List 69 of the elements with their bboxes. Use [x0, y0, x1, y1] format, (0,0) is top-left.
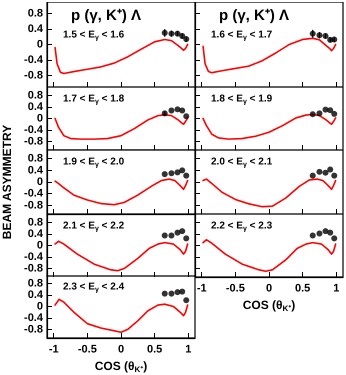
- point: [168, 290, 174, 297]
- line-series: [54, 240, 188, 272]
- point: [183, 297, 190, 304]
- y-tick-label: -0.4: [24, 188, 44, 200]
- point: [310, 232, 316, 238]
- y-tick-label: -0.4: [24, 312, 44, 324]
- point: [168, 30, 174, 37]
- y-tick-label: -0.4: [24, 54, 44, 66]
- point: [331, 235, 338, 242]
- x-tick-label: 0.5: [146, 344, 162, 356]
- point: [162, 110, 168, 116]
- point: [327, 230, 334, 236]
- y-tick-label: 0.8: [28, 90, 43, 102]
- point: [174, 230, 181, 236]
- point: [162, 30, 168, 36]
- y-tick-label: -0.8: [24, 323, 43, 336]
- point: [168, 107, 174, 114]
- line-series: [54, 178, 188, 206]
- x-tick-label: -1: [196, 282, 207, 294]
- x-tick-label: 0: [118, 344, 124, 356]
- y-tick-label: 0.4: [28, 101, 44, 114]
- y-tick-label: 0.4: [28, 228, 44, 240]
- y-tick-label: 0: [36, 300, 43, 312]
- y-tick-label: 0.4: [28, 23, 44, 36]
- chart-title: p (γ, K⁺) Λ: [219, 7, 290, 24]
- point: [327, 166, 334, 172]
- point: [183, 235, 190, 242]
- point: [179, 33, 186, 39]
- y-tick-label: 0.8: [28, 152, 43, 165]
- point: [183, 36, 190, 42]
- point: [179, 228, 186, 234]
- point: [331, 172, 338, 179]
- point: [310, 172, 316, 179]
- point: [322, 228, 329, 234]
- line-series: [54, 298, 188, 334]
- y-tick-label: -0.8: [24, 135, 43, 148]
- x-tick-label: 1: [333, 282, 340, 294]
- x-tick-label: -0.5: [226, 282, 245, 294]
- y-tick-label: 0.8: [28, 8, 43, 20]
- x-tick-label: 0.5: [294, 282, 310, 294]
- y-tick-label: 0.8: [28, 216, 43, 229]
- y-tick-label: 0: [36, 38, 43, 50]
- point: [183, 113, 190, 120]
- x-tick-label: -0.5: [78, 344, 97, 356]
- point: [316, 168, 322, 175]
- x-tick-label: -1: [48, 344, 59, 356]
- point: [168, 232, 174, 238]
- point: [162, 232, 168, 238]
- y-tick-label: 0: [36, 176, 43, 188]
- point: [322, 170, 329, 176]
- y-tick-label: -0.8: [24, 262, 43, 274]
- y-tick-label: -0.4: [24, 124, 44, 136]
- point: [179, 107, 186, 114]
- y-tick-label: 0: [36, 240, 43, 252]
- y-tick-label: 0: [36, 112, 43, 124]
- x-tick-label: 1: [185, 344, 192, 356]
- point: [316, 230, 322, 236]
- point: [179, 288, 186, 295]
- y-axis-title: BEAM ASYMMETRY: [0, 124, 14, 240]
- y-tick-label: -0.4: [24, 250, 44, 263]
- y-tick-label: 0.4: [28, 289, 44, 302]
- y-tick-label: -0.8: [24, 69, 43, 82]
- point: [162, 290, 168, 297]
- y-tick-label: 0.4: [28, 164, 44, 176]
- chart-title: p (γ, K⁺) Λ: [71, 7, 142, 24]
- x-tick-label: 0: [266, 282, 272, 294]
- y-tick-label: 0.8: [28, 278, 43, 290]
- y-tick-label: -0.8: [24, 199, 43, 212]
- point: [174, 30, 181, 37]
